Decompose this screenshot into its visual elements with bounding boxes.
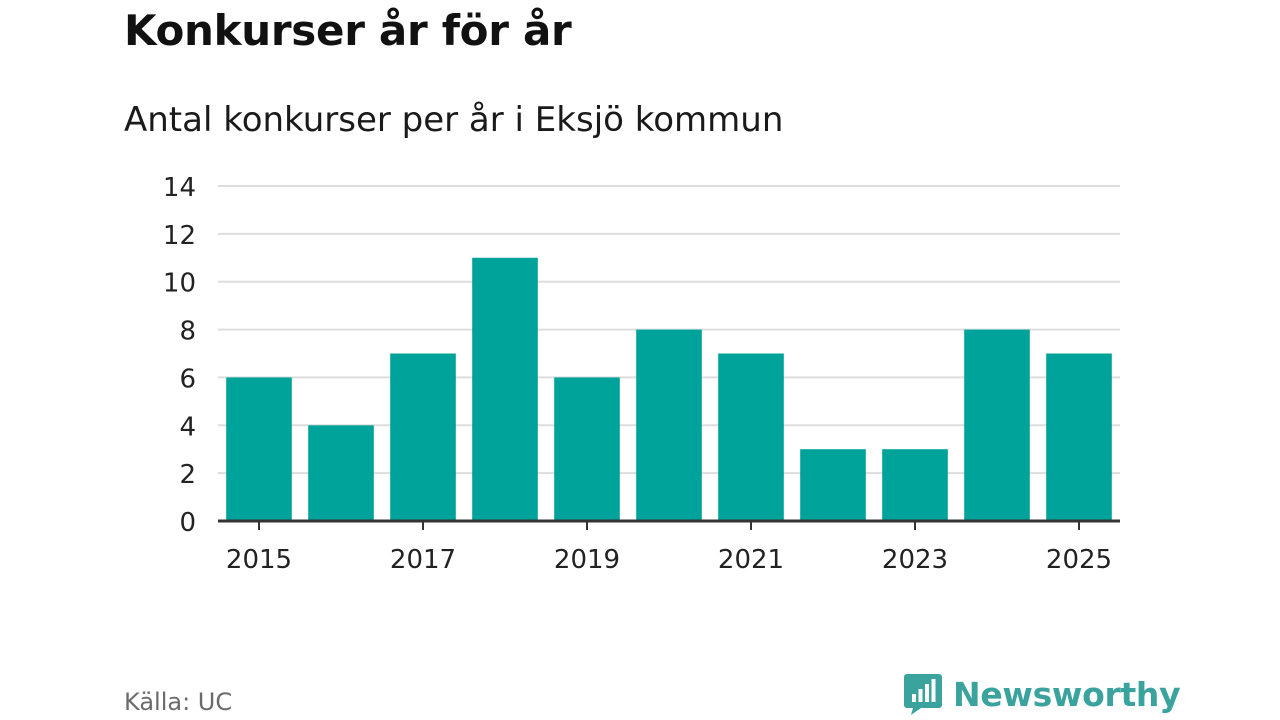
- y-tick-label: 4: [179, 412, 196, 442]
- y-tick-label: 2: [179, 460, 196, 490]
- bar-2022: [800, 449, 866, 521]
- bar-2024: [964, 329, 1030, 521]
- bar-2021: [718, 353, 784, 521]
- bar-2018: [472, 257, 538, 521]
- chart-subtitle: Antal konkurser per år i Eksjö kommun: [124, 100, 784, 140]
- x-tick-label: 2023: [882, 545, 948, 575]
- newsworthy-logo-icon: [904, 674, 942, 715]
- y-tick-label: 6: [179, 364, 196, 394]
- x-tick-label: 2015: [226, 545, 292, 575]
- source-label: Källa: UC: [124, 688, 233, 716]
- y-tick-label: 12: [163, 221, 196, 251]
- bar-chart: 0 2 4 6 8 10 12 14 2015 2017 2019 2021 2023 2025: [163, 173, 1120, 575]
- bar-2023: [882, 449, 948, 521]
- y-tick-label: 14: [163, 173, 196, 203]
- x-tick-label: 2025: [1046, 545, 1112, 575]
- chart-title: Konkurser år för år: [124, 6, 572, 55]
- bar-2016: [308, 425, 374, 521]
- bar-2019: [554, 377, 620, 521]
- bar-2025: [1046, 353, 1112, 521]
- bar-2015: [226, 377, 292, 521]
- y-tick-label: 10: [163, 269, 196, 299]
- x-tick-label: 2019: [554, 545, 620, 575]
- x-tick-label: 2021: [718, 545, 784, 575]
- y-tick-label: 8: [179, 317, 196, 347]
- brand-logo: Newsworthy: [903, 672, 1181, 716]
- brand-name: Newsworthy: [953, 674, 1181, 714]
- bar-2020: [636, 329, 702, 521]
- y-tick-label: 0: [179, 508, 196, 538]
- x-tick-label: 2017: [390, 545, 456, 575]
- bar-2017: [390, 353, 456, 521]
